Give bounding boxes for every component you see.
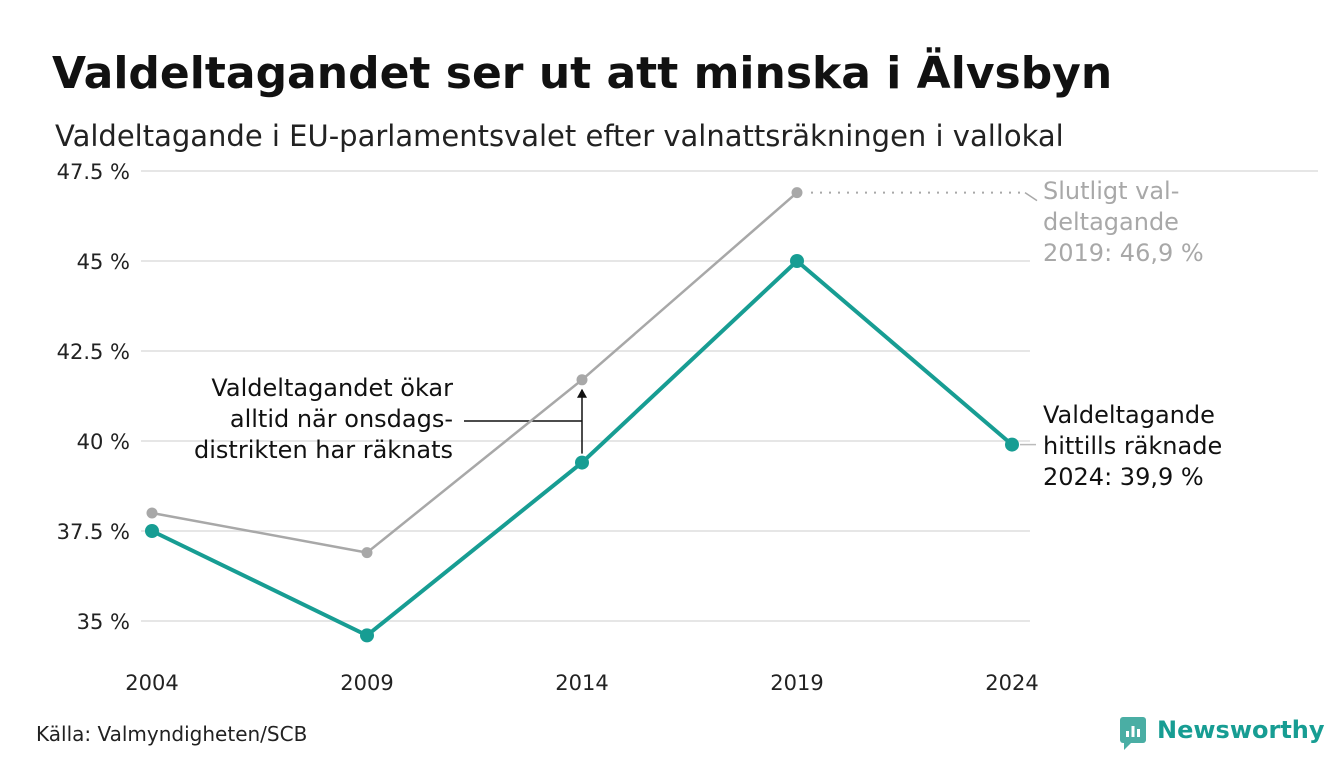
arrow-head — [577, 388, 587, 398]
y-tick-label: 35 % — [77, 610, 130, 634]
x-tick-label: 2009 — [340, 671, 393, 695]
newsworthy-logo: Newsworthy — [1120, 716, 1325, 750]
current-turnout-label: Valdeltagande — [1043, 401, 1215, 429]
data-point-final — [791, 187, 803, 199]
y-tick-label: 47.5 % — [57, 160, 130, 184]
x-axis-labels: 2004 2009 2014 2019 2024 — [125, 671, 1038, 695]
logo-icon-tail — [1124, 743, 1131, 750]
y-tick-label: 45 % — [77, 250, 130, 274]
data-point-election_night — [790, 254, 804, 268]
data-point-final — [146, 507, 158, 519]
x-tick-label: 2014 — [555, 671, 608, 695]
logo-icon-bar — [1131, 726, 1135, 737]
series-group — [145, 187, 1019, 643]
chart-subtitle: Valdeltagande i EU-parlamentsvalet efter… — [55, 119, 1064, 153]
final-turnout-label: Slutligt val- — [1043, 177, 1179, 205]
current-turnout-label: hittills räknade — [1043, 432, 1222, 460]
series-line-final — [150, 191, 799, 554]
x-tick-label: 2004 — [125, 671, 178, 695]
logo-icon-bar — [1137, 729, 1140, 737]
data-point-final — [576, 374, 588, 386]
final-turnout-label: 2019: 46,9 % — [1043, 239, 1204, 267]
arrow-annotation-label: distrikten har räknats — [194, 436, 453, 464]
chart-title: Valdeltagandet ser ut att minska i Älvsb… — [52, 46, 1112, 99]
data-point-election_night — [1005, 437, 1019, 452]
final-turnout-label: deltagande — [1043, 208, 1179, 236]
y-axis-labels: 35 % 37.5 % 40 % 42.5 % 45 % 47.5 % — [57, 160, 130, 634]
x-tick-label: 2024 — [985, 671, 1038, 695]
data-point-final — [361, 547, 373, 559]
annotation-lines — [464, 191, 1038, 454]
y-tick-label: 40 % — [77, 430, 130, 454]
annotation-texts: Slutligt val-deltagande 2019: 46,9 % Valde… — [194, 177, 1222, 491]
arrow-annotation-label: Valdeltagandet ökar — [211, 374, 453, 402]
arrow-annotation-label: alltid när onsdags- — [230, 405, 453, 433]
y-tick-label: 37.5 % — [57, 520, 130, 544]
source-text: Källa: Valmyndigheten/SCB — [36, 722, 307, 746]
grid — [141, 170, 1318, 622]
x-tick-label: 2019 — [770, 671, 823, 695]
brand-name: Newsworthy — [1157, 716, 1325, 744]
final-turnout-leader — [1024, 191, 1038, 202]
y-tick-label: 42.5 % — [57, 340, 130, 364]
data-point-election_night — [575, 455, 589, 470]
data-point-election_night — [145, 524, 159, 538]
data-point-election_night — [360, 628, 374, 643]
current-turnout-label: 2024: 39,9 % — [1043, 463, 1204, 491]
logo-icon-bar — [1126, 731, 1129, 737]
